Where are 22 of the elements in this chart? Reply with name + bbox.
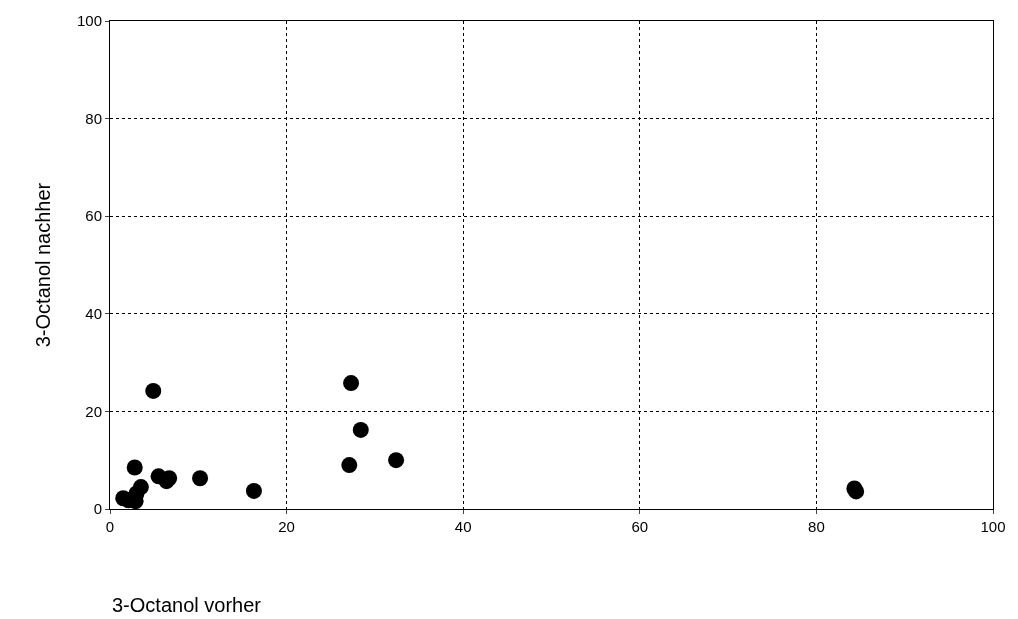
y-axis-title: 3-Octanol nachher — [32, 182, 55, 348]
point — [192, 470, 209, 487]
x-tick-label: 0 — [105, 518, 115, 535]
x-axis-title: 3-Octanol vorher — [112, 594, 262, 616]
y-tick-label: 80 — [85, 109, 102, 127]
y-tick-label: 40 — [85, 305, 102, 323]
y-tick-label: 60 — [85, 207, 102, 225]
point — [388, 452, 405, 469]
x-tick-label: 20 — [278, 518, 295, 535]
y-tick-label: 100 — [76, 12, 102, 30]
point — [341, 457, 358, 474]
point — [352, 421, 369, 438]
x-tick-label: 40 — [454, 518, 472, 535]
x-tick-label: 60 — [631, 518, 649, 535]
y-tick-label: 0 — [93, 500, 102, 518]
y-tick-label: 20 — [85, 402, 102, 420]
point — [245, 482, 262, 499]
x-tick-label: 80 — [808, 518, 825, 535]
point — [126, 459, 143, 476]
point — [343, 375, 360, 392]
x-tick-label: 100 — [980, 518, 1006, 535]
point — [145, 382, 162, 399]
